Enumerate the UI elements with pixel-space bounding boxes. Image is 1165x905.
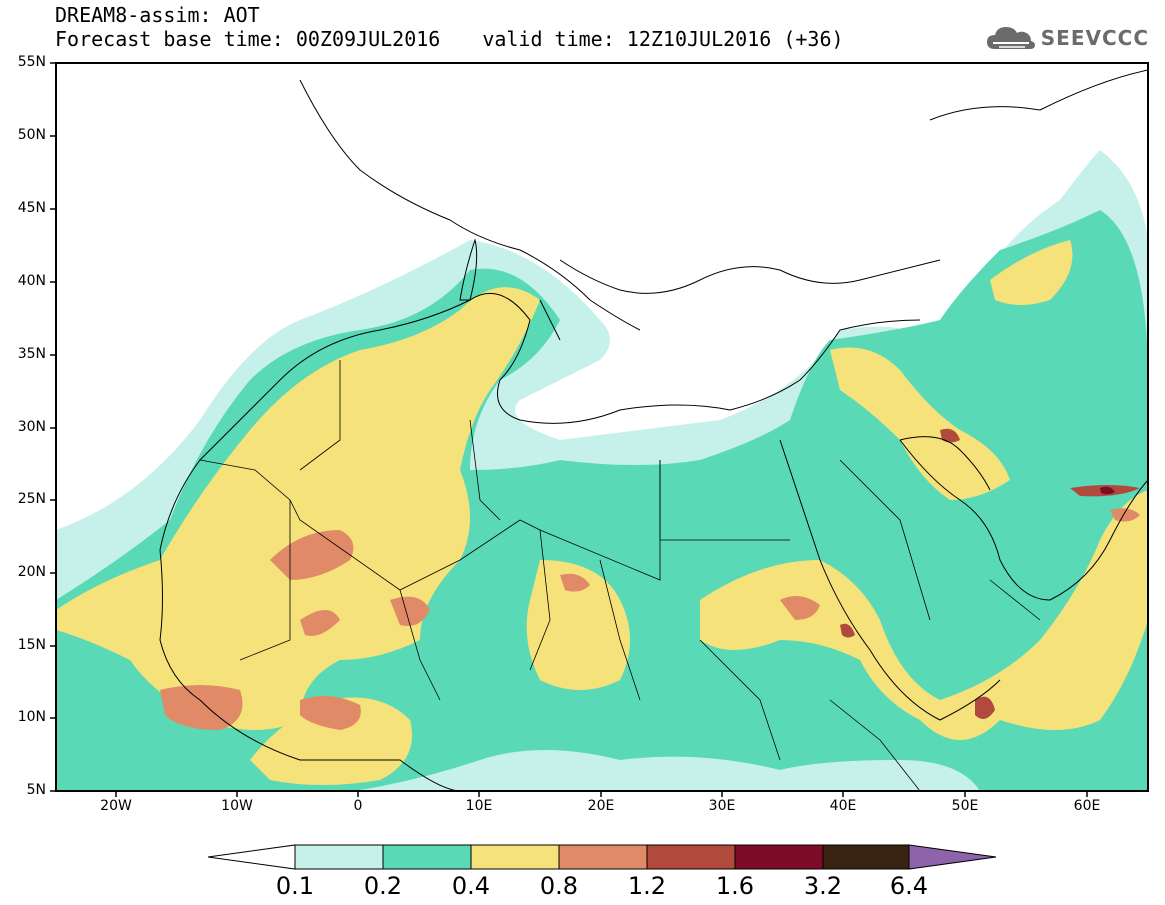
aot-contour-0.8-e [780, 596, 820, 620]
colorbar-label: 0.8 [539, 872, 579, 900]
aot-contour-1.2-a [975, 696, 995, 719]
cloud-icon [986, 27, 1035, 49]
aot-contour-0.8-d [300, 696, 361, 730]
time-info: Forecast base time: 00Z09JUL2016 valid ti… [55, 28, 844, 50]
aot-contour-0.8-f [560, 573, 590, 592]
country-borders [199, 360, 1041, 791]
aot-contour-0.4-caspian [990, 240, 1073, 305]
lat-label: 30N [17, 419, 46, 435]
colorbar [207, 844, 997, 870]
lat-label: 55N [17, 54, 46, 70]
colorbar-label: 6.4 [889, 872, 929, 900]
colorbar-high-arrow [908, 844, 997, 870]
colorbar-swatch-7 [822, 844, 910, 870]
lat-label: 5N [26, 782, 46, 798]
colorbar-swatch-6 [734, 844, 824, 870]
aot-contour-0.4-east [700, 490, 1148, 740]
colorbar-swatch-3 [470, 844, 560, 870]
lon-label: 50E [951, 798, 979, 814]
lat-label: 40N [17, 273, 46, 289]
lat-label: 50N [17, 127, 46, 143]
colorbar-label: 0.2 [363, 872, 403, 900]
aot-contour-1.2-d [840, 623, 855, 638]
forecast-base-time: Forecast base time: 00Z09JUL2016 [55, 27, 441, 51]
lon-label: 10W [221, 798, 253, 814]
lon-label: 0 [353, 798, 363, 814]
lat-label: 35N [17, 346, 46, 362]
colorbar-label: 1.6 [715, 872, 755, 900]
colorbar-swatch-2 [382, 844, 472, 870]
aot-field [56, 63, 1148, 791]
lat-label: 45N [17, 200, 46, 216]
map-title: DREAM8-assim: AOT [55, 3, 260, 27]
aot-contour-0.4-mesopotamia [830, 347, 1010, 500]
lat-ticks [50, 62, 56, 792]
colorbar-label: 0.4 [451, 872, 491, 900]
colorbar-swatch-5 [646, 844, 736, 870]
lon-label: 30E [708, 798, 736, 814]
colorbar-low-arrow [207, 844, 296, 870]
lon-label: 60E [1073, 798, 1101, 814]
coastlines [159, 69, 1148, 791]
lon-label: 20W [100, 798, 132, 814]
map-frame [55, 62, 1149, 792]
colorbar-swatch-1 [294, 844, 384, 870]
aot-contour-0.8-g [300, 610, 340, 636]
seevccc-logo: SEEVCCC [985, 22, 1149, 54]
logo-text: SEEVCCC [1040, 26, 1149, 50]
valid-time: valid time: 12Z10JUL2016 (+36) [482, 27, 844, 51]
colorbar-label: 3.2 [803, 872, 843, 900]
lon-ticks [115, 791, 1088, 797]
aot-contour-0.4-gulf [250, 697, 412, 785]
aot-contour-1.2-b [940, 428, 960, 443]
aot-contour-1.6 [1100, 486, 1115, 495]
aot-contour-0.4-central [526, 560, 630, 690]
aot-contour-0.8-h [1110, 508, 1140, 522]
colorbar-label: 1.2 [627, 872, 667, 900]
lat-label: 15N [17, 637, 46, 653]
colorbar-swatch-4 [558, 844, 648, 870]
lat-label: 25N [17, 491, 46, 507]
colorbar-label: 0.1 [275, 872, 315, 900]
lon-label: 20E [587, 798, 615, 814]
aot-contour-0.8-b [390, 596, 430, 626]
lat-label: 10N [17, 709, 46, 725]
lat-label: 20N [17, 564, 46, 580]
lon-label: 40E [829, 798, 857, 814]
lon-label: 10E [465, 798, 493, 814]
